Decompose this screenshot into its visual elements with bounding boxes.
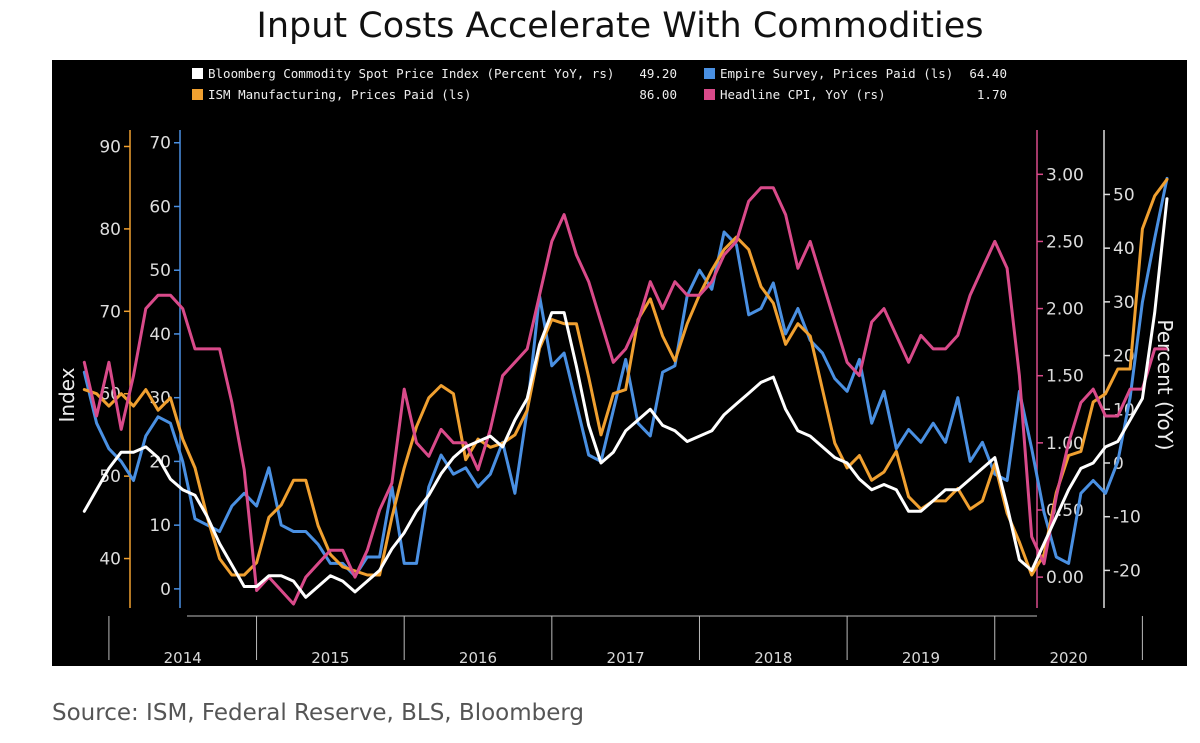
empire-axis-tick-label: 40: [149, 325, 171, 345]
legend-last-value: 49.20: [639, 66, 677, 81]
bcom-axis-tick-label: 0: [1113, 454, 1124, 474]
legend-last-value: 86.00: [639, 87, 677, 102]
chart-title: Input Costs Accelerate With Commodities: [256, 6, 984, 46]
ism-axis-tick-label: 70: [99, 302, 121, 322]
empire-axis-tick-label: 60: [149, 197, 171, 217]
legend-last-value: 64.40: [969, 66, 1007, 81]
legend-label: Bloomberg Commodity Spot Price Index (Pe…: [208, 66, 614, 81]
ism-axis-tick-label: 80: [99, 220, 121, 240]
series-line-1: [82, 177, 1169, 577]
legend-swatch: [704, 68, 715, 79]
legend-box: [186, 62, 1006, 108]
source-note: Source: ISM, Federal Reserve, BLS, Bloom…: [52, 700, 585, 726]
empire-axis-tick-label: 10: [149, 516, 171, 536]
series-line-0: [82, 176, 1169, 578]
empire-axis-tick-label: 50: [149, 261, 171, 281]
legend-swatch: [192, 68, 203, 79]
series-line-3: [82, 197, 1169, 599]
x-tick-label: 2016: [459, 649, 497, 666]
legend-label: ISM Manufacturing, Prices Paid (ls): [208, 87, 471, 102]
cpi-axis-tick-label: 2.50: [1046, 232, 1084, 252]
bcom-axis-tick-label: 20: [1113, 347, 1135, 367]
line-chart: 2014 2015 2016 2017 2018 2019 2020 40 50 60 70 80 9…: [55, 62, 1177, 666]
left-axis-title: Index: [55, 367, 79, 422]
ism-axis-tick-label: 90: [99, 137, 121, 157]
right-axis-title: Percent (YoY): [1153, 319, 1177, 450]
x-axis: 2014 2015 2016 2017 2018 2019 2020: [108, 615, 1143, 666]
x-tick-label: 2015: [311, 649, 349, 666]
legend-label: Headline CPI, YoY (rs): [720, 87, 886, 102]
empire-axis-tick-label: 0: [160, 580, 171, 600]
x-tick-label: 2020: [1049, 649, 1087, 666]
cpi-axis-tick-label: 1.50: [1046, 367, 1084, 387]
x-tick-label: 2018: [754, 649, 792, 666]
bcom-axis-tick-label: -20: [1113, 561, 1141, 581]
bcom-axis-tick-label: 30: [1113, 293, 1135, 313]
series-lines: [82, 176, 1169, 606]
empire-axis-tick-label: 70: [149, 134, 171, 154]
legend-swatch: [704, 89, 715, 100]
series-line-2: [82, 186, 1169, 606]
cpi-axis-tick-label: 0.00: [1046, 568, 1084, 588]
x-tick-label: 2019: [902, 649, 940, 666]
cpi-axis-tick-label: 3.00: [1046, 165, 1084, 185]
legend: Bloomberg Commodity Spot Price Index (Pe…: [186, 62, 1007, 108]
bcom-axis-tick-label: -10: [1113, 508, 1141, 528]
chart-panel: 2014 2015 2016 2017 2018 2019 2020 40 50 60 70 80 9…: [52, 60, 1187, 666]
x-tick-label: 2017: [607, 649, 645, 666]
axis-titles: Index Percent (YoY): [55, 319, 1177, 450]
ism-axis-tick-label: 50: [99, 467, 121, 487]
ism-axis-tick-label: 40: [99, 550, 121, 570]
bcom-axis-tick-label: 40: [1113, 239, 1135, 259]
cpi-axis-tick-label: 1.00: [1046, 434, 1084, 454]
legend-swatch: [192, 89, 203, 100]
bcom-axis-tick-label: 50: [1113, 185, 1135, 205]
x-tick-label: 2014: [164, 649, 202, 666]
legend-label: Empire Survey, Prices Paid (ls): [720, 66, 953, 81]
cpi-axis-tick-label: 2.00: [1046, 300, 1084, 320]
y-axes: 4050607080900102030405060700.000.501.001…: [99, 130, 1141, 608]
legend-last-value: 1.70: [977, 87, 1007, 102]
